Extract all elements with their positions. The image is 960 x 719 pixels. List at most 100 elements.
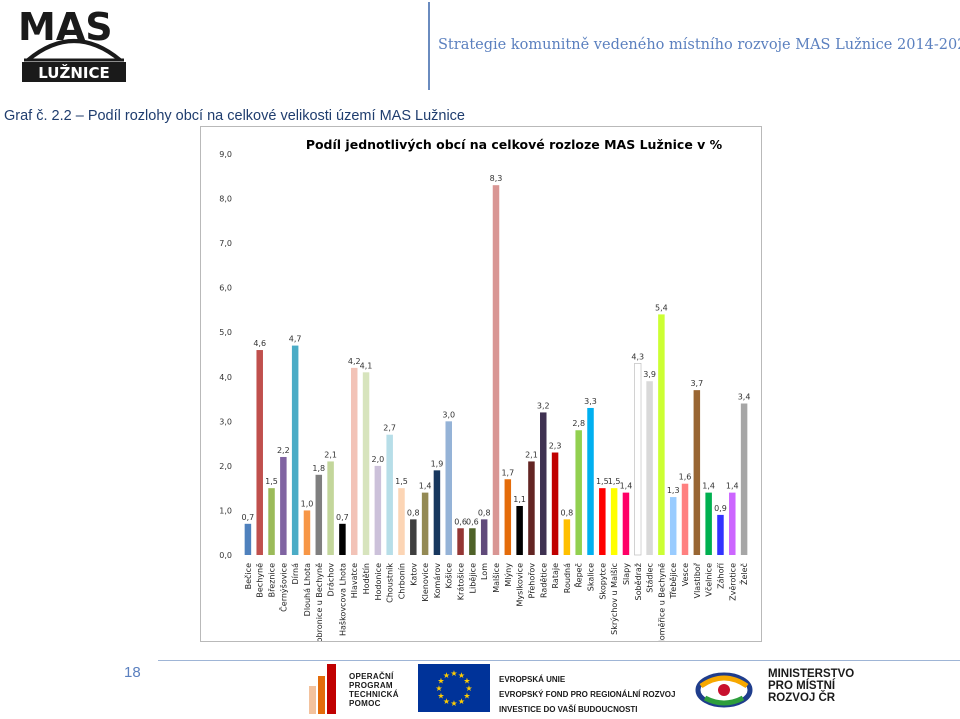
eu-star: ★: [463, 677, 470, 686]
bar: [658, 314, 665, 555]
data-label: 0,6: [454, 517, 467, 526]
bar: [551, 452, 559, 555]
eu-star: ★: [458, 671, 465, 680]
bar: [303, 510, 311, 555]
data-label: 3,9: [643, 370, 656, 379]
data-label: 2,1: [324, 450, 337, 459]
data-label: 3,4: [738, 393, 751, 402]
eu-flag-icon: ★ ★ ★ ★ ★ ★ ★ ★ ★ ★ ★ ★: [418, 664, 490, 712]
x-tick-label: Hlavatce: [350, 563, 359, 598]
bar: [480, 519, 488, 555]
x-tick-label: Skopytce: [598, 563, 607, 600]
x-tick-label: Vlastiboř: [693, 562, 702, 598]
data-label: 4,1: [360, 361, 373, 370]
x-tick-label: Košice: [444, 563, 454, 589]
data-label: 1,4: [726, 482, 739, 491]
x-tick-label: Krátošice: [456, 563, 466, 600]
bar: [540, 412, 547, 555]
bar: [729, 492, 736, 555]
mmr-text: MINISTERSTVO PRO MÍSTNÍ ROZVOJ ČR: [768, 668, 854, 704]
bar: [599, 488, 606, 555]
bar: [610, 488, 618, 555]
data-label: 1,5: [608, 477, 621, 486]
eu-star: ★: [443, 697, 450, 706]
x-tick-label: Černýšovice: [277, 563, 288, 612]
mas-luznice-logo: MAS LUŽNICE: [14, 4, 132, 86]
eu-star: ★: [437, 692, 444, 701]
bar: [717, 514, 724, 555]
x-tick-label: Katov: [409, 563, 418, 586]
data-label: 8,3: [490, 174, 503, 183]
x-tick-label: Malšice: [491, 563, 501, 593]
data-label: 1,0: [301, 499, 314, 508]
data-label: 4,7: [289, 335, 302, 344]
bar: [504, 479, 512, 555]
x-tick-label: Komárov: [433, 563, 442, 598]
x-tick-label: Třebějice: [669, 563, 678, 600]
bar: [445, 421, 452, 555]
bar: [646, 381, 653, 555]
bar: [386, 434, 393, 555]
op-line: OPERAČNÍ: [349, 672, 394, 681]
bar: [622, 492, 630, 555]
x-tick-label: Slapy: [622, 563, 631, 585]
data-label: 1,5: [265, 477, 278, 486]
data-label: 0,7: [336, 513, 349, 522]
x-tick-label: Březnice: [268, 563, 277, 597]
y-tick-label: 6,0: [219, 284, 232, 293]
bar: [350, 367, 358, 555]
y-tick-label: 0,0: [219, 551, 232, 560]
footer-divider: [158, 660, 960, 661]
x-tick-label: Chrbonín: [397, 563, 406, 599]
data-label: 4,3: [631, 352, 644, 361]
x-tick-label: Dobronice u Bechyně: [315, 563, 324, 641]
x-tick-label: Myslkovice: [516, 563, 525, 607]
eu-star: ★: [450, 669, 457, 678]
x-tick-label: Radětice: [539, 563, 548, 598]
eu-line: EVROPSKÝ FOND PRO REGIONÁLNÍ ROZVOJ: [499, 690, 676, 699]
figure-caption: Graf č. 2.2 – Podíl rozlohy obcí na celk…: [4, 108, 465, 124]
data-label: 3,7: [690, 379, 703, 388]
bar: [315, 474, 323, 555]
bar: [339, 523, 346, 555]
bar: [457, 528, 464, 555]
bar: [492, 185, 500, 555]
data-label: 1,3: [667, 486, 680, 495]
bar: [528, 461, 535, 555]
eu-star: ★: [465, 684, 472, 693]
data-label: 2,8: [572, 419, 585, 428]
bar: [410, 519, 417, 555]
x-tick-label: Lom: [480, 563, 489, 580]
header-divider: [428, 2, 430, 90]
data-label: 2,0: [371, 455, 384, 464]
data-label: 1,4: [620, 482, 633, 491]
data-label: 1,4: [419, 482, 432, 491]
data-label: 0,8: [561, 508, 574, 517]
bar-chart: Podíl jednotlivých obcí na celkové rozlo…: [219, 137, 751, 641]
mmr-line: MINISTERSTVO: [768, 668, 855, 680]
page-number: 18: [124, 664, 141, 681]
x-tick-label: Dírná: [291, 563, 300, 585]
bar-series: 0,7 4,6 1,5 2,2 4,7 1,0 1,8 2,1 0,7 4,2 4,1 2,0 2,7 1…: [242, 174, 751, 556]
x-tick-label: Stádlec: [646, 563, 655, 593]
x-tick-label: Přehořov: [527, 563, 536, 599]
bar: [740, 403, 748, 555]
data-label: 5,4: [655, 303, 668, 312]
data-label: 1,4: [702, 482, 715, 491]
eu-line: EVROPSKÁ UNIE: [499, 675, 566, 684]
eu-star: ★: [463, 692, 470, 701]
x-tick-label: Skrýchov u Malšic: [609, 563, 619, 635]
logo-text-luznice: LUŽNICE: [38, 63, 109, 82]
x-tick-label: Dlouhá Lhota: [303, 563, 312, 616]
y-tick-label: 3,0: [219, 417, 232, 426]
data-label: 4,2: [348, 357, 361, 366]
data-label: 4,6: [253, 339, 266, 348]
bar: [291, 345, 299, 555]
bar: [362, 372, 370, 555]
x-tick-label: Choustník: [386, 563, 395, 603]
data-label: 2,1: [525, 450, 538, 459]
y-tick-label: 7,0: [219, 239, 232, 248]
y-tick-label: 1,0: [219, 506, 232, 515]
bar: [669, 497, 677, 555]
data-label: 3,0: [442, 410, 455, 419]
